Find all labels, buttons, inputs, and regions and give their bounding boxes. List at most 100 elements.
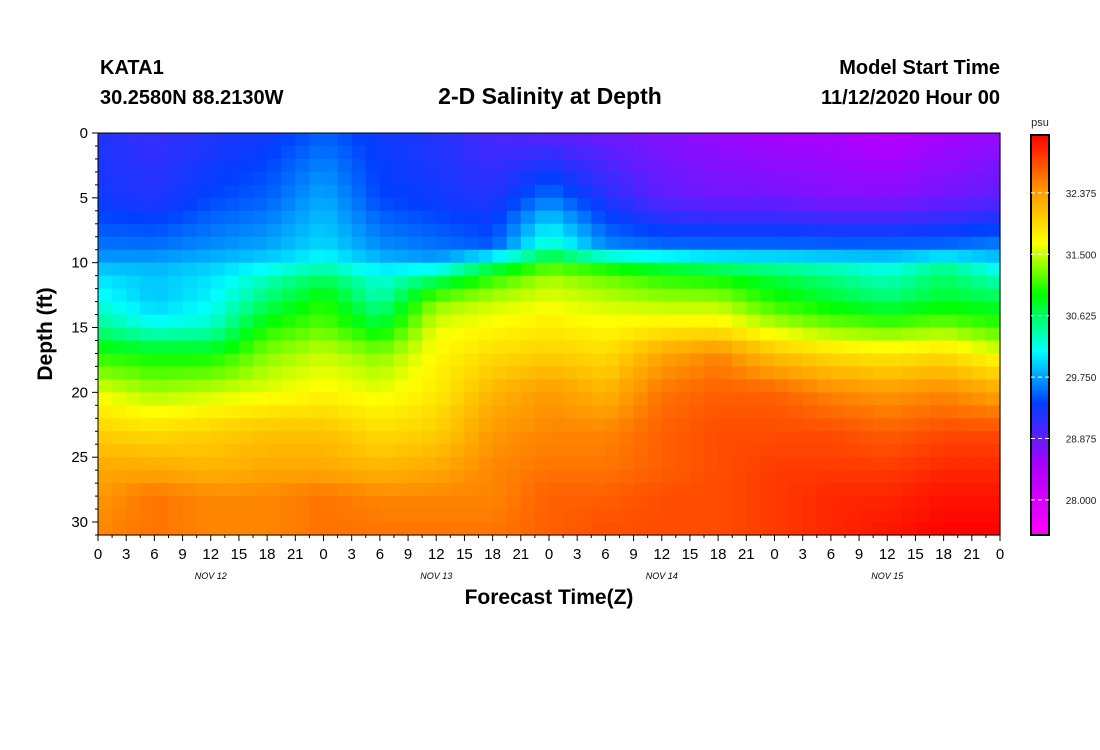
heatmap-cell: [844, 405, 860, 419]
x-tick-label: 21: [287, 546, 304, 563]
heatmap-cell: [506, 366, 522, 380]
heatmap-cell: [126, 262, 141, 277]
heatmap-cell: [436, 262, 451, 277]
heatmap-cell: [746, 184, 761, 199]
heatmap-cell: [859, 275, 874, 290]
heatmap-cell: [281, 379, 296, 393]
heatmap-cell: [126, 470, 141, 484]
heatmap-cell: [309, 405, 325, 419]
heatmap-cell: [830, 171, 846, 186]
heatmap-cell: [520, 509, 536, 523]
heatmap-cell: [126, 133, 141, 147]
heatmap-cell: [549, 405, 564, 419]
heatmap-cell: [450, 496, 466, 510]
heatmap-cell: [788, 522, 804, 536]
heatmap-cell: [182, 133, 198, 147]
heatmap-cell: [760, 288, 776, 303]
heatmap-cell: [450, 509, 466, 523]
heatmap-cell: [464, 275, 480, 290]
model-start-label: Model Start Time: [839, 57, 1000, 79]
heatmap-cell: [478, 223, 494, 238]
heatmap-cell: [788, 210, 804, 225]
heatmap-cell: [943, 288, 959, 303]
heatmap-cell: [379, 379, 395, 393]
heatmap-cell: [365, 470, 381, 484]
heatmap-cell: [929, 145, 945, 160]
heatmap-cell: [549, 340, 564, 355]
heatmap-cell: [816, 158, 832, 173]
heatmap-cell: [196, 288, 212, 303]
heatmap-cell: [224, 444, 240, 458]
heatmap-cell: [816, 223, 832, 238]
heatmap-cell: [98, 210, 113, 225]
heatmap-cell: [506, 133, 522, 147]
heatmap-cell: [591, 171, 606, 186]
y-axis-label: Depth (ft): [34, 287, 57, 380]
heatmap-cell: [267, 236, 282, 251]
heatmap-cell: [859, 470, 874, 484]
heatmap-cell: [915, 444, 931, 458]
heatmap-cell: [901, 249, 917, 264]
heatmap-cell: [746, 522, 761, 536]
heatmap-cell: [915, 314, 931, 329]
heatmap-cell: [224, 353, 240, 368]
heatmap-cell: [675, 275, 691, 290]
heatmap-cell: [182, 366, 198, 380]
heatmap-cell: [112, 392, 127, 406]
heatmap-cell: [379, 145, 395, 160]
heatmap-cell: [704, 405, 719, 419]
heatmap-cell: [422, 483, 437, 497]
heatmap-cell: [182, 353, 198, 368]
heatmap-cell: [196, 236, 212, 251]
heatmap-cell: [844, 133, 860, 147]
heatmap-cell: [605, 379, 621, 393]
heatmap-cell: [830, 249, 846, 264]
heatmap-cell: [985, 418, 1001, 432]
heatmap-cell: [323, 236, 339, 251]
heatmap-cell: [224, 496, 240, 510]
heatmap-cell: [534, 392, 550, 406]
heatmap-cell: [478, 171, 494, 186]
heatmap-cell: [450, 405, 466, 419]
heatmap-cell: [112, 262, 127, 277]
heatmap-cell: [309, 184, 325, 199]
heatmap-cell: [915, 483, 931, 497]
heatmap-cell: [971, 262, 987, 277]
heatmap-cell: [238, 483, 254, 497]
heatmap-cell: [901, 262, 917, 277]
heatmap-cell: [408, 210, 423, 225]
heatmap-cell: [464, 171, 480, 186]
heatmap-cell: [732, 197, 747, 212]
heatmap-cell: [436, 379, 451, 393]
heatmap-cell: [577, 288, 592, 303]
heatmap-cell: [788, 288, 804, 303]
heatmap-cell: [549, 470, 564, 484]
heatmap-cell: [760, 483, 776, 497]
heatmap-cell: [492, 210, 508, 225]
heatmap-cell: [351, 457, 367, 471]
heatmap-cell: [943, 353, 959, 368]
heatmap-cell: [422, 366, 437, 380]
heatmap-cell: [224, 210, 240, 225]
heatmap-cell: [732, 379, 747, 393]
x-tick-label: 9: [178, 546, 186, 563]
heatmap-cell: [591, 444, 606, 458]
heatmap-cell: [464, 314, 480, 329]
heatmap-cell: [520, 340, 536, 355]
heatmap-cell: [520, 249, 536, 264]
heatmap-cell: [436, 158, 451, 173]
heatmap-cell: [661, 405, 677, 419]
heatmap-cell: [140, 314, 155, 329]
heatmap-cell: [520, 522, 536, 536]
heatmap-cell: [126, 275, 141, 290]
heatmap-cell: [140, 392, 155, 406]
heatmap-cell: [464, 470, 480, 484]
heatmap-cell: [323, 184, 339, 199]
heatmap-cell: [534, 470, 550, 484]
heatmap-cell: [267, 431, 282, 445]
heatmap-cell: [182, 275, 198, 290]
heatmap-cell: [844, 275, 860, 290]
heatmap-cell: [887, 509, 902, 523]
heatmap-cell: [577, 431, 592, 445]
